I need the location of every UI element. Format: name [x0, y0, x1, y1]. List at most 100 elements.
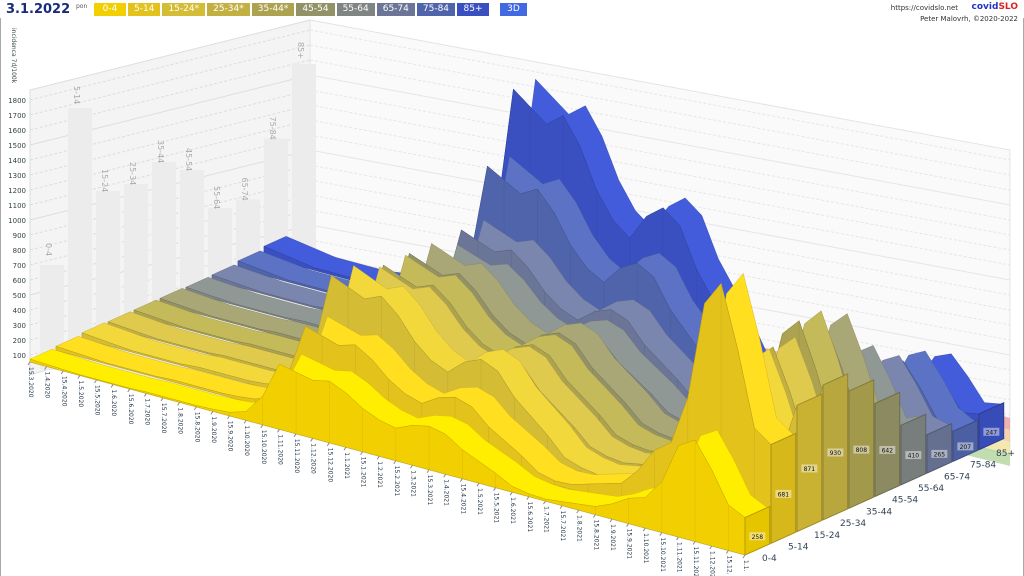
- y-gridline: [309, 89, 1011, 221]
- x-tick: [260, 424, 264, 429]
- legend-item-04[interactable]: 0-4: [94, 3, 126, 16]
- x-tick: [459, 478, 463, 482]
- x-tick: [127, 388, 131, 393]
- y-axis-label: incidenca 7d/100k: [10, 28, 17, 84]
- x-tick-label: 1.8.2021: [576, 515, 583, 542]
- x-tick-label: 15.7.2021: [559, 511, 566, 542]
- y-tick-label: 1400: [8, 157, 26, 165]
- x-tick-label: 1.5.2020: [77, 380, 84, 407]
- y-gridline: [29, 104, 311, 176]
- x-tick: [676, 536, 679, 541]
- x-tick: [210, 411, 214, 415]
- site-url-link[interactable]: https://covidslo.net: [890, 4, 958, 12]
- data-label: 681: [778, 491, 790, 498]
- age-axis-label: 0-4: [762, 554, 777, 564]
- x-tick: [360, 451, 363, 456]
- x-tick: [493, 487, 496, 491]
- 3d-toggle-button[interactable]: 3D: [500, 3, 527, 16]
- legend-item-3544[interactable]: 35-44*: [251, 3, 295, 16]
- date-label: 3.1.2022: [6, 2, 71, 17]
- y-tick-label: 900: [13, 232, 26, 240]
- y-gridline: [29, 164, 311, 236]
- y-tick-label: 800: [13, 247, 26, 255]
- x-tick-label: 1.7.2021: [542, 506, 549, 533]
- y-gridline: [309, 119, 1011, 251]
- x-tick-label: 15.6.2020: [127, 394, 134, 425]
- x-tick-label: 1.11.2021: [675, 542, 682, 573]
- brand-part: SLO: [998, 2, 1018, 12]
- y-tick-label: 1300: [8, 172, 26, 180]
- x-tick-label: 1.4.2021: [443, 479, 450, 506]
- y-tick-label: 400: [13, 307, 26, 315]
- x-tick-label: 15.9.2020: [227, 421, 234, 452]
- data-label: 642: [882, 447, 894, 454]
- y-gridline: [29, 194, 311, 266]
- y-tick-label: 1800: [8, 97, 26, 105]
- data-label: 207: [960, 444, 972, 451]
- x-tick: [526, 496, 530, 500]
- legend-item-4554[interactable]: 45-54: [296, 3, 335, 16]
- legend-item-514[interactable]: 5-14: [128, 3, 161, 16]
- x-tick: [160, 397, 164, 402]
- x-tick: [709, 545, 713, 550]
- latest-bar: [900, 413, 927, 486]
- x-tick-label: 1.9.2020: [210, 416, 217, 443]
- data-label-bg: [775, 489, 792, 498]
- brand-part: covid: [971, 2, 999, 12]
- x-tick-label: 15.8.2021: [592, 520, 599, 551]
- x-tick: [659, 532, 663, 536]
- latest-bar: [848, 379, 875, 509]
- x-tick-label: 15.10.2021: [659, 538, 666, 573]
- wall-profile-label: 85+: [296, 42, 305, 59]
- x-tick-label: 15.5.2021: [493, 493, 500, 524]
- latest-bar: [770, 432, 797, 545]
- x-tick-label: 15.4.2021: [459, 484, 466, 515]
- x-tick: [642, 527, 646, 532]
- series-area: [55, 282, 772, 544]
- x-tick: [426, 469, 430, 473]
- legend-item-6574[interactable]: 65-74: [376, 3, 415, 16]
- x-tick-label: 1.11.2020: [276, 434, 283, 465]
- x-tick-label: 1.6.2020: [110, 389, 117, 416]
- data-label: 410: [908, 453, 920, 460]
- y-gridline: [309, 44, 1011, 176]
- wall-profile-label: 25-34: [128, 162, 137, 185]
- x-tick-label: 15.11.2020: [293, 439, 300, 474]
- x-tick-label: 15.6.2021: [526, 502, 533, 533]
- legend-item-85[interactable]: 85+: [457, 3, 490, 16]
- data-label: 871: [804, 466, 816, 473]
- age-axis-label: 45-54: [892, 496, 918, 506]
- legend-item-7584[interactable]: 75-84: [416, 3, 456, 16]
- latest-bar: [874, 391, 901, 498]
- y-tick-label: 700: [13, 262, 26, 270]
- x-tick-label: 1.12.2021: [709, 551, 716, 576]
- x-tick: [576, 509, 580, 514]
- y-tick-label: 200: [13, 337, 26, 345]
- data-label-bg: [879, 445, 896, 454]
- x-tick-label: 1.1.: [742, 560, 749, 572]
- y-tick-label: 1200: [8, 187, 26, 195]
- weekday-label: pon: [76, 3, 88, 10]
- x-tick: [143, 393, 147, 397]
- x-tick-label: 15.2.2021: [393, 466, 400, 497]
- y-tick-label: 300: [13, 322, 26, 330]
- x-tick: [77, 375, 81, 379]
- x-tick: [243, 420, 247, 424]
- legend-item-1524[interactable]: 15-24*: [162, 3, 206, 16]
- y-gridline: [29, 239, 311, 311]
- latest-bar: [978, 401, 1005, 451]
- x-tick-label: 1.6.2021: [509, 497, 516, 524]
- x-tick: [44, 366, 48, 370]
- legend-item-2534[interactable]: 25-34*: [207, 3, 250, 16]
- legend-item-5564[interactable]: 55-64: [336, 3, 375, 16]
- x-tick: [326, 442, 330, 447]
- data-label-bg: [905, 451, 922, 460]
- x-tick-label: 1.9.2021: [609, 524, 616, 551]
- data-label-bg: [853, 445, 870, 454]
- age-axis-label: 85+: [996, 449, 1015, 459]
- data-label-bg: [801, 464, 818, 473]
- data-label-bg: [983, 427, 1000, 436]
- x-tick-label: 1.10.2021: [642, 533, 649, 564]
- age-axis-label: 35-44: [866, 507, 892, 517]
- series-area: [29, 358, 746, 556]
